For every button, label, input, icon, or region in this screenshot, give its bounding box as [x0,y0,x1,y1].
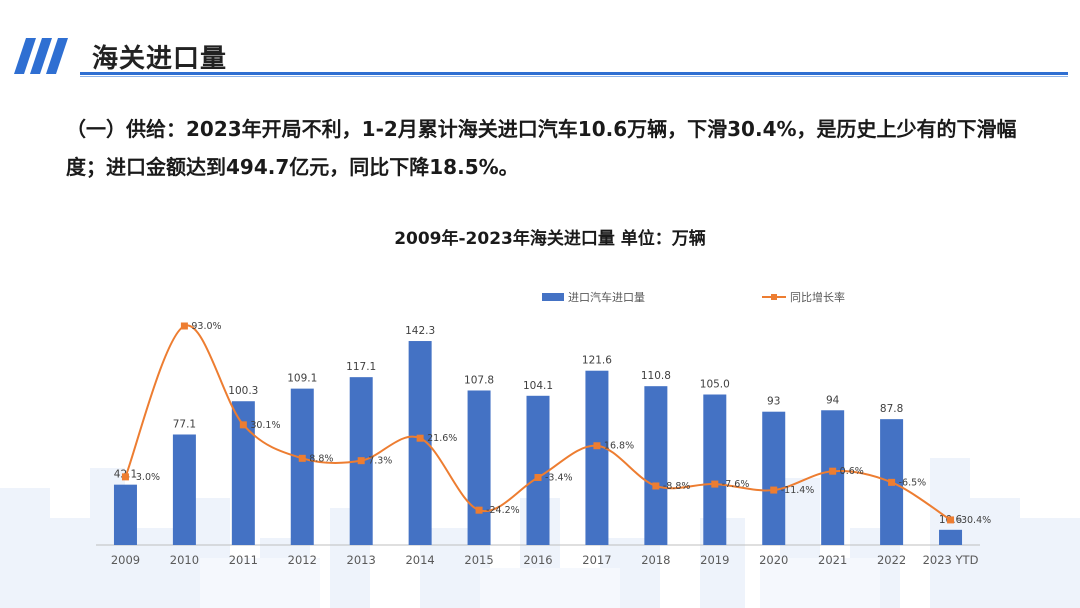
bar-2017 [585,370,609,545]
growth-label-2022: -6.5% [899,477,927,488]
x-tick-2012: 2012 [288,553,317,567]
legend-line-marker [771,294,777,300]
growth-label-2011: 30.1% [250,420,280,431]
growth-label-2015: -24.2% [486,505,520,516]
growth-label-2014: 21.6% [427,433,457,444]
bar-2016 [526,395,550,545]
legend-line-label: 同比增长率 [790,290,845,304]
growth-label-2012: 8.8% [309,453,333,464]
growth-marker-2021 [829,467,837,475]
bar-2023-YTD [939,529,963,545]
growth-marker-2010 [180,322,188,330]
bar-label-2019: 105.0 [700,379,730,391]
x-tick-2009: 2009 [111,553,140,567]
growth-label-2009: -3.0% [132,472,160,483]
bar-2010 [172,434,196,545]
growth-marker-2016 [534,473,542,481]
growth-label-2021: 0.6% [840,466,864,477]
chart-title: 2009年-2023年海关进口量 单位：万辆 [394,228,706,249]
growth-label-2018: -8.8% [663,481,691,492]
growth-marker-2020 [770,486,778,494]
x-tick-2011: 2011 [229,553,258,567]
bar-label-2017: 121.6 [582,355,612,367]
x-tick-2017: 2017 [582,553,611,567]
x-tick-2020: 2020 [759,553,788,567]
x-tick-2016: 2016 [523,553,552,567]
growth-marker-2011 [239,421,247,429]
x-tick-2013: 2013 [347,553,376,567]
growth-marker-2023-YTD [947,516,955,524]
bar-label-2014: 142.3 [405,325,435,337]
growth-rate-line [124,324,952,521]
x-tick-2018: 2018 [641,553,670,567]
bar-2011 [231,401,255,545]
page-title: 海关进口量 [92,44,228,74]
bar-label-2016: 104.1 [523,380,553,392]
growth-label-2023-YTD: -30.4% [958,515,992,526]
import-volume-chart: 2009年-2023年海关进口量 单位：万辆进口汽车进口量同比增长率42.120… [96,228,992,567]
page-header: 海关进口量 [0,0,1080,80]
growth-label-2016: -3.4% [545,472,573,483]
growth-label-2017: 16.8% [604,441,634,452]
bar-2012 [290,388,314,545]
bar-2014 [408,341,432,545]
bar-label-2018: 110.8 [641,370,671,382]
growth-label-2019: -7.6% [722,479,750,490]
growth-marker-2015 [475,506,483,514]
bar-2021 [821,410,845,545]
lead-paragraph: （一）供给：2023年开局不利，1-2月累计海关进口汽车10.6万辆，下滑30.… [66,117,1017,179]
growth-label-2010: 93.0% [191,321,221,332]
growth-marker-2009 [121,473,129,481]
growth-marker-2017 [593,442,601,450]
legend-bar-swatch [542,293,564,301]
bar-label-2022: 87.8 [880,403,903,415]
bar-label-2020: 93 [767,396,780,408]
growth-marker-2019 [711,480,719,488]
growth-marker-2014 [416,434,424,442]
x-tick-2021: 2021 [818,553,847,567]
bar-2018 [644,386,668,545]
growth-marker-2013 [357,457,365,465]
bar-label-2013: 117.1 [346,361,376,373]
x-tick-2022: 2022 [877,553,906,567]
header-divider-thin [80,76,1068,77]
header-stripes-icon [14,38,68,74]
growth-marker-2012 [298,454,306,462]
bar-label-2012: 109.1 [287,373,317,385]
bar-2009 [113,484,137,545]
x-tick-2015: 2015 [464,553,493,567]
bar-label-2021: 94 [826,394,840,406]
bar-2019 [703,394,727,545]
bar-label-2010: 77.1 [173,418,196,430]
bar-2020 [762,411,786,545]
header-divider [80,72,1068,75]
x-tick-2014: 2014 [405,553,434,567]
x-tick-2019: 2019 [700,553,729,567]
growth-label-2013: 7.3% [368,456,392,467]
growth-marker-2022 [888,478,896,486]
bar-label-2015: 107.8 [464,374,494,386]
bar-label-2011: 100.3 [228,385,258,397]
growth-marker-2018 [652,482,660,490]
bar-2015 [467,390,491,545]
growth-label-2020: -11.4% [781,485,815,496]
x-tick-2023-YTD: 2023 YTD [923,553,979,567]
x-tick-2010: 2010 [170,553,199,567]
legend-bar-label: 进口汽车进口量 [568,290,645,304]
